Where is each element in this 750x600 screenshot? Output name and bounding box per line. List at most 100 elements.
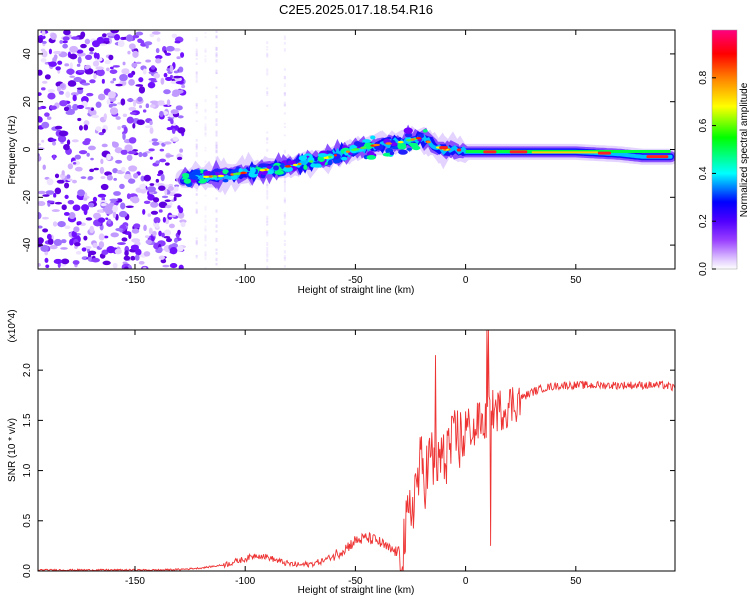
heatmap-cell — [283, 101, 286, 106]
heatmap-cell — [115, 116, 121, 120]
heatmap-cell — [204, 256, 207, 261]
heatmap-cell — [57, 220, 66, 228]
heatmap-cell — [72, 179, 77, 184]
heatmap-cell — [370, 135, 376, 140]
heatmap-cell — [266, 189, 269, 193]
heatmap-cell — [597, 151, 612, 155]
heatmap-cell — [195, 188, 198, 192]
heatmap-cell — [80, 31, 86, 38]
heatmap-cell — [38, 69, 43, 76]
heatmap-cell — [81, 247, 87, 252]
heatmap-cell — [109, 107, 119, 115]
heatmap-cell — [195, 151, 198, 156]
heatmap-cell — [133, 223, 141, 229]
heatmap-cell — [114, 248, 122, 255]
heatmap-cell — [168, 214, 177, 218]
heatmap-cell — [215, 262, 218, 266]
x-tick-label: -50 — [348, 275, 363, 286]
heatmap-cell — [55, 66, 61, 71]
heatmap-cell — [385, 142, 392, 145]
heatmap-cell — [38, 225, 43, 229]
heatmap-cell — [57, 135, 67, 143]
heatmap-cell — [140, 175, 145, 182]
heatmap-cell — [373, 143, 380, 147]
heatmap-cell — [202, 175, 210, 179]
heatmap-cell — [149, 104, 156, 108]
chart-title: C2E5.2025.017.18.54.R16 — [279, 2, 433, 17]
heatmap-cell — [50, 138, 57, 142]
heatmap-cell — [403, 127, 413, 134]
heatmap-cell — [266, 165, 272, 169]
heatmap-cell — [125, 34, 134, 42]
heatmap-cell — [145, 103, 150, 109]
heatmap-cell — [174, 184, 180, 188]
heatmap-cell — [204, 116, 207, 120]
x-tick-label: -50 — [348, 576, 363, 587]
heatmap-cell — [283, 250, 286, 254]
heatmap-cell — [204, 214, 207, 218]
heatmap-cell — [153, 73, 161, 79]
heatmap-cell — [174, 89, 184, 94]
heatmap-cell — [389, 151, 395, 156]
y-tick-label: -40 — [22, 237, 33, 252]
heatmap-cell — [145, 239, 153, 245]
heatmap-cell — [69, 53, 78, 60]
heatmap-cell — [215, 30, 218, 33]
colorbar-tick-label: 0.2 — [698, 214, 709, 228]
heatmap-cell — [222, 169, 229, 175]
heatmap-cell — [159, 148, 165, 152]
heatmap-cell — [67, 178, 73, 182]
heatmap-cell — [144, 41, 153, 46]
heatmap-cell — [204, 50, 207, 53]
heatmap-cell — [145, 59, 152, 63]
heatmap-cell — [83, 197, 88, 201]
heatmap-cell — [204, 48, 207, 53]
heatmap-cell — [266, 265, 269, 269]
heatmap-cell — [103, 113, 107, 121]
heatmap-cell — [122, 132, 126, 141]
heatmap-cell — [93, 52, 98, 59]
heatmap-cell — [63, 30, 71, 36]
heatmap-cell — [266, 137, 269, 141]
heatmap-cell — [93, 212, 102, 220]
heatmap-cell — [181, 84, 186, 89]
heatmap-cell — [361, 146, 367, 149]
heatmap-cell — [136, 119, 145, 126]
heatmap-cell — [303, 164, 308, 170]
heatmap-cell — [134, 254, 140, 261]
heatmap-cell — [215, 110, 218, 113]
heatmap-cell — [195, 192, 198, 197]
y-tick-label: 0.0 — [22, 564, 33, 578]
heatmap-cell — [83, 124, 89, 131]
heatmap-cell — [99, 166, 105, 174]
heatmap-cell — [147, 186, 156, 193]
heatmap-cell — [204, 110, 207, 113]
heatmap-cell — [160, 77, 165, 85]
heatmap-cell — [131, 62, 138, 68]
heatmap-cell — [156, 37, 161, 42]
heatmap-cell — [283, 112, 286, 115]
heatmap-cell — [173, 196, 177, 202]
heatmap-cell — [115, 227, 124, 232]
heatmap-cell — [88, 47, 95, 52]
heatmap-cell — [70, 36, 80, 40]
heatmap-cell — [195, 52, 198, 56]
heatmap-cell — [283, 166, 293, 172]
heatmap-cell — [162, 216, 166, 223]
heatmap-cell — [175, 105, 183, 111]
heatmap-cell — [177, 211, 185, 219]
heatmap-cell — [259, 168, 266, 172]
heatmap-cell — [283, 126, 286, 128]
heatmap-cell — [158, 230, 162, 237]
heatmap-cell — [41, 121, 50, 129]
heatmap-cell — [283, 214, 286, 218]
heatmap-cell — [92, 60, 100, 67]
heatmap-cell — [142, 109, 147, 113]
heatmap-cell — [266, 215, 269, 220]
bottom-x-axis-label: Height of straight line (km) — [298, 585, 415, 596]
heatmap-cell — [181, 172, 190, 178]
heatmap-cell — [103, 37, 110, 42]
heatmap-cell — [61, 204, 67, 211]
heatmap-cell — [89, 225, 95, 234]
heatmap-cell — [76, 63, 81, 67]
